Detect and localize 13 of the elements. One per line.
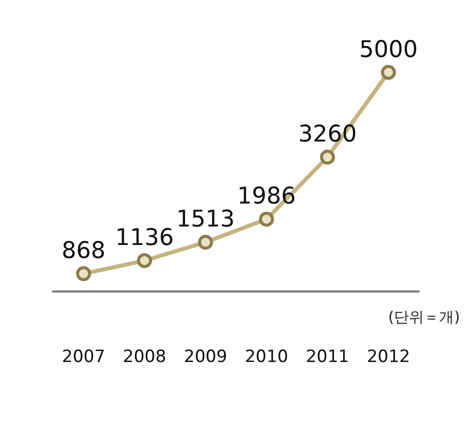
x-tick-label: 2008 xyxy=(122,347,166,368)
data-label: 1136 xyxy=(115,225,174,252)
data-label: 3260 xyxy=(298,122,357,148)
data-label: 868 xyxy=(62,238,106,264)
x-tick-label: 2011 xyxy=(306,347,350,368)
data-label: 1986 xyxy=(237,184,296,210)
data-label: 1513 xyxy=(176,206,235,233)
x-tick-label: 2012 xyxy=(366,347,410,368)
text: (단위＝개) xyxy=(388,308,460,326)
data-label: 5000 xyxy=(359,36,418,63)
x-tick-label: 2010 xyxy=(244,347,288,368)
x-tick-label: 2009 xyxy=(184,347,228,368)
x-tick-label: 2007 xyxy=(62,347,106,368)
